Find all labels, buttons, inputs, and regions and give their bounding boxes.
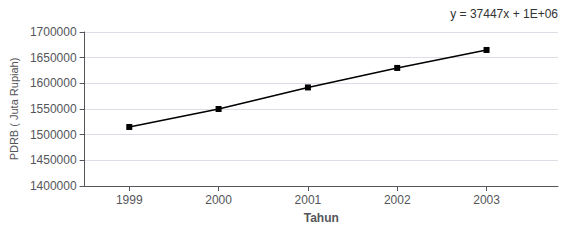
svg-text:1450000: 1450000 xyxy=(30,153,77,167)
svg-text:1650000: 1650000 xyxy=(30,51,77,65)
svg-text:1500000: 1500000 xyxy=(30,128,77,142)
svg-text:1550000: 1550000 xyxy=(30,102,77,116)
svg-text:PDRB ( Juta Rupiah): PDRB ( Juta Rupiah) xyxy=(8,58,20,161)
svg-text:1999: 1999 xyxy=(116,193,143,207)
svg-text:Tahun: Tahun xyxy=(304,211,339,225)
svg-text:2002: 2002 xyxy=(384,193,411,207)
svg-text:y = 37447x + 1E+06: y = 37447x + 1E+06 xyxy=(450,7,558,21)
svg-text:2003: 2003 xyxy=(473,193,500,207)
svg-text:2000: 2000 xyxy=(205,193,232,207)
svg-text:1400000: 1400000 xyxy=(30,179,77,193)
svg-text:1600000: 1600000 xyxy=(30,76,77,90)
svg-text:1700000: 1700000 xyxy=(30,25,77,39)
svg-text:2001: 2001 xyxy=(295,193,322,207)
